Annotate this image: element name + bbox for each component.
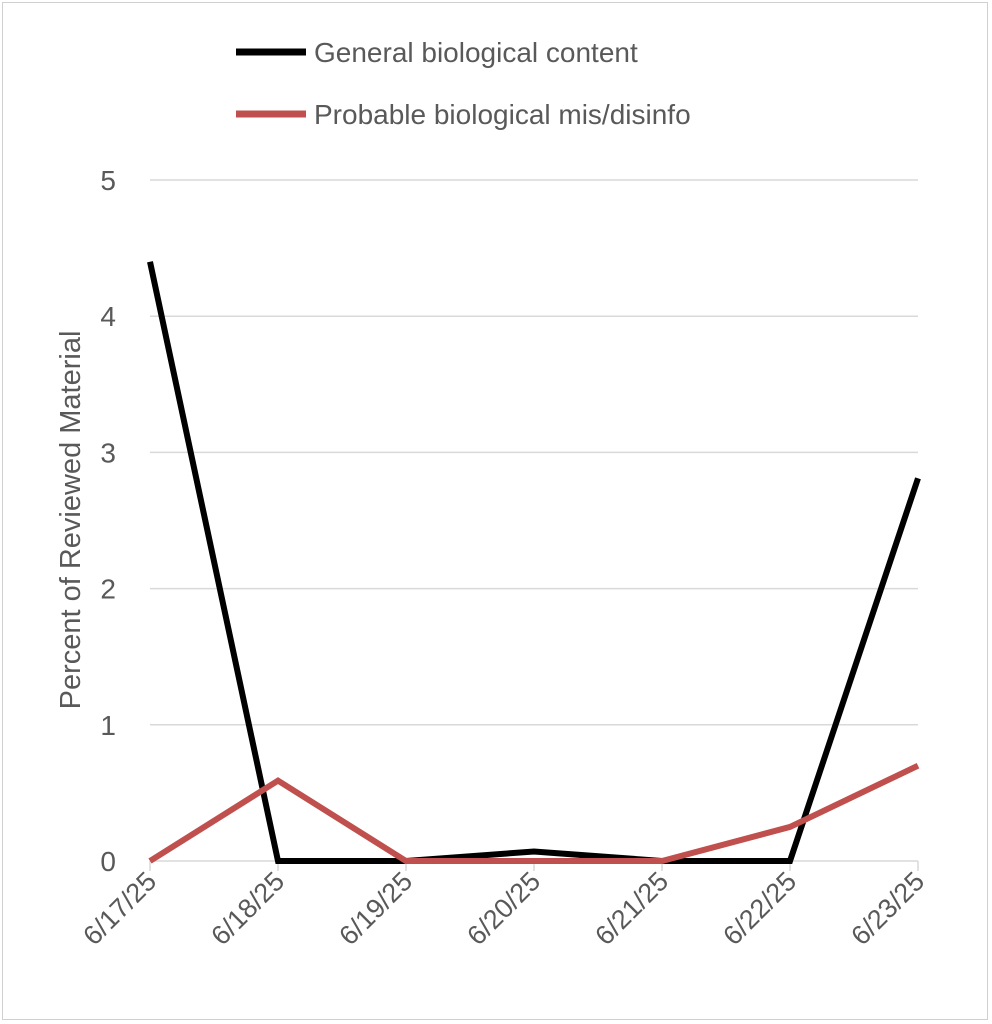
legend-label: Probable biological mis/disinfo [314,99,691,130]
y-tick-label: 0 [100,846,116,877]
y-tick-label: 4 [100,301,116,332]
x-tick-label: 6/18/25 [205,866,290,951]
y-tick-label: 5 [100,165,116,196]
legend-label: General biological content [314,37,638,68]
x-tick-label: 6/23/25 [845,866,930,951]
x-tick-label: 6/22/25 [717,866,802,951]
legend-item: General biological content [236,37,638,68]
x-tick-label: 6/21/25 [589,866,674,951]
x-tick-label: 6/19/25 [333,866,418,951]
y-axis-label: Percent of Reviewed Material [55,331,87,710]
y-tick-label: 2 [100,574,116,605]
legend-item: Probable biological mis/disinfo [236,99,691,130]
x-tick-label: 6/17/25 [77,866,162,951]
series-line-1 [147,261,921,864]
y-tick-label: 1 [100,710,116,741]
x-tick-label: 6/20/25 [461,866,546,951]
y-tick-label: 3 [100,437,116,468]
